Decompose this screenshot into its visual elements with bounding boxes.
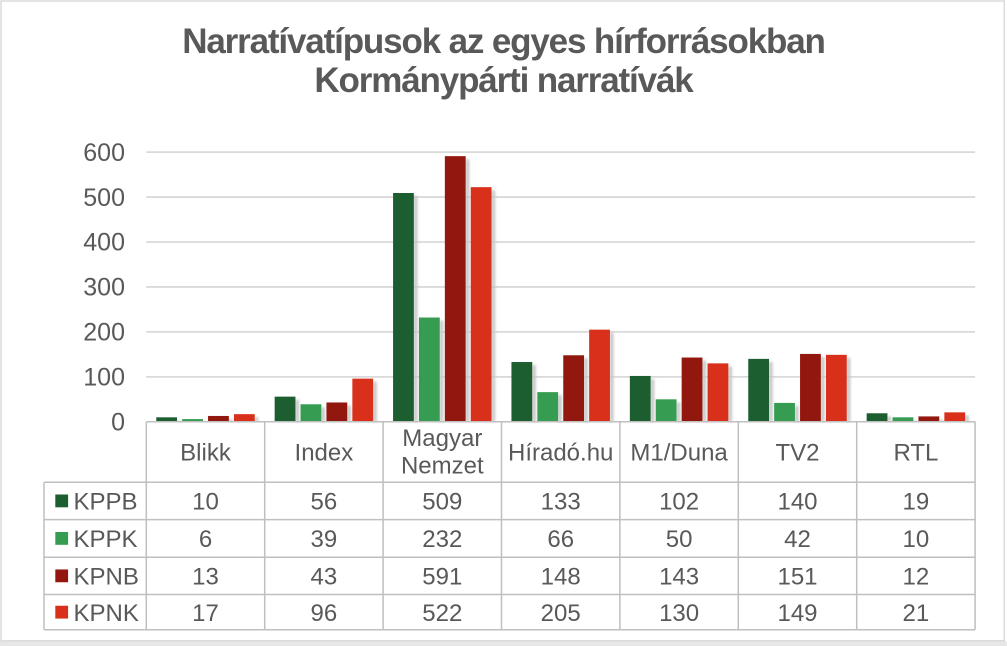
svg-text:600: 600 — [83, 139, 125, 167]
svg-text:M1/Duna: M1/Duna — [630, 440, 728, 467]
svg-text:Magyar: Magyar — [402, 425, 482, 452]
svg-text:0: 0 — [111, 409, 125, 437]
svg-text:RTL: RTL — [893, 440, 938, 467]
svg-text:509: 509 — [422, 489, 462, 516]
svg-text:151: 151 — [777, 564, 817, 591]
svg-text:232: 232 — [422, 526, 462, 553]
svg-text:100: 100 — [83, 364, 125, 392]
svg-text:130: 130 — [659, 600, 699, 627]
svg-text:200: 200 — [83, 319, 125, 347]
svg-text:50: 50 — [666, 526, 693, 553]
svg-text:12: 12 — [903, 564, 930, 591]
svg-text:591: 591 — [422, 564, 462, 591]
svg-text:Kormánypárti narratívák: Kormánypárti narratívák — [314, 61, 694, 100]
svg-text:205: 205 — [541, 600, 581, 627]
svg-text:300: 300 — [83, 274, 125, 302]
svg-text:13: 13 — [192, 564, 219, 591]
svg-text:KPNB: KPNB — [74, 564, 139, 591]
svg-text:522: 522 — [422, 600, 462, 627]
svg-text:140: 140 — [777, 489, 817, 516]
svg-text:KPPB: KPPB — [74, 489, 138, 516]
svg-text:Blikk: Blikk — [180, 440, 232, 467]
svg-text:21: 21 — [903, 600, 930, 627]
svg-text:17: 17 — [192, 600, 219, 627]
svg-text:Nemzet: Nemzet — [401, 453, 484, 480]
svg-text:96: 96 — [311, 600, 338, 627]
svg-text:43: 43 — [311, 564, 338, 591]
svg-text:133: 133 — [541, 489, 581, 516]
svg-text:19: 19 — [903, 489, 930, 516]
svg-text:Index: Index — [295, 440, 354, 467]
svg-text:6: 6 — [199, 526, 212, 553]
svg-text:Narratívatípusok az egyes hírf: Narratívatípusok az egyes hírforrásokban — [182, 22, 825, 61]
svg-text:66: 66 — [547, 526, 574, 553]
svg-text:TV2: TV2 — [775, 440, 819, 467]
svg-text:Híradó.hu: Híradó.hu — [508, 440, 613, 467]
svg-text:500: 500 — [83, 184, 125, 212]
svg-text:KPPK: KPPK — [74, 526, 138, 553]
svg-text:10: 10 — [192, 489, 219, 516]
svg-text:102: 102 — [659, 489, 699, 516]
svg-text:143: 143 — [659, 564, 699, 591]
svg-text:149: 149 — [777, 600, 817, 627]
svg-text:KPNK: KPNK — [74, 600, 139, 627]
svg-text:10: 10 — [903, 526, 930, 553]
svg-text:56: 56 — [311, 489, 338, 516]
svg-text:42: 42 — [784, 526, 811, 553]
svg-text:39: 39 — [311, 526, 338, 553]
svg-text:400: 400 — [83, 229, 125, 257]
svg-text:148: 148 — [541, 564, 581, 591]
